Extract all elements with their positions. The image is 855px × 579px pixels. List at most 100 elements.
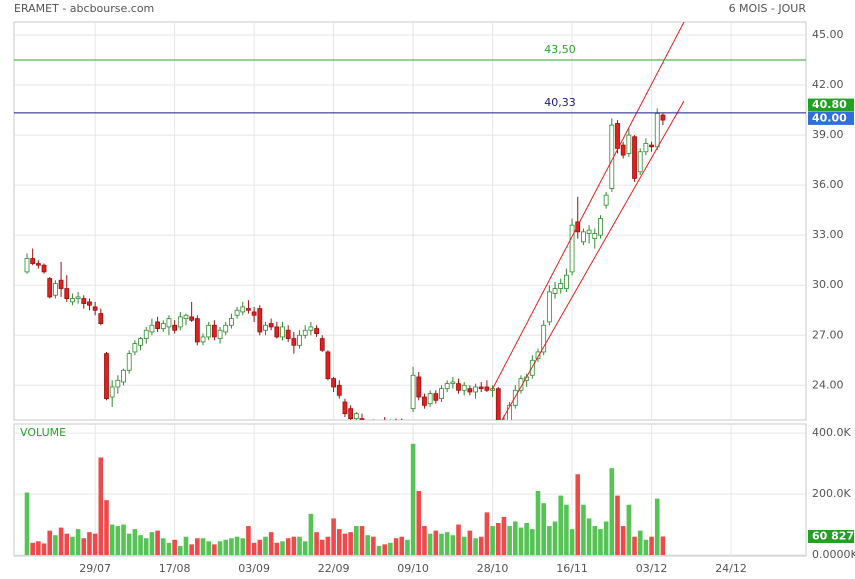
value-badge-label: 40.00 bbox=[812, 111, 847, 124]
volume-bar bbox=[388, 542, 393, 555]
volume-bar bbox=[30, 542, 35, 555]
volume-bar bbox=[530, 529, 535, 555]
volume-bar bbox=[359, 526, 365, 555]
candle-body bbox=[575, 221, 581, 233]
candle-body bbox=[206, 324, 212, 338]
y-tick-label: 200.0K bbox=[812, 487, 851, 500]
level-label: 40,33 bbox=[544, 96, 576, 109]
y-tick-label: 36.00 bbox=[812, 178, 844, 191]
candle-body bbox=[81, 298, 87, 304]
candle-body bbox=[143, 329, 149, 339]
volume-bar bbox=[371, 536, 376, 555]
volume-bar bbox=[473, 538, 478, 555]
candle-body bbox=[467, 388, 473, 393]
candle-body bbox=[546, 291, 552, 323]
candle-body bbox=[268, 323, 274, 328]
volume-bar bbox=[81, 538, 87, 555]
volume-bar bbox=[240, 538, 246, 555]
volume-bar bbox=[558, 495, 564, 555]
volume-bar bbox=[47, 530, 53, 555]
volume-bar bbox=[564, 504, 569, 555]
x-tick-label: 24/12 bbox=[715, 562, 747, 575]
volume-bar bbox=[535, 491, 541, 555]
candle-body bbox=[427, 393, 433, 405]
trend-line bbox=[491, 22, 685, 391]
candle-body bbox=[30, 258, 36, 264]
volume-bar bbox=[393, 538, 399, 555]
candle-body bbox=[507, 404, 513, 420]
volume-bar bbox=[212, 544, 217, 555]
candle-body bbox=[47, 278, 53, 298]
axes: 29/07 17/08 03/09 22/09 09/10 28/10 16/11 03/12… bbox=[14, 28, 855, 575]
candle-body bbox=[620, 144, 626, 156]
candle-body bbox=[149, 324, 155, 333]
volume-bar bbox=[183, 536, 189, 555]
volume-bar bbox=[291, 536, 297, 555]
volume-bar bbox=[365, 535, 370, 555]
price-pane bbox=[13, 21, 807, 421]
volume-bar bbox=[58, 527, 64, 555]
volume-bar bbox=[126, 533, 132, 555]
x-tick-label: 03/09 bbox=[238, 562, 270, 575]
y-tick-label: 45.00 bbox=[812, 28, 844, 41]
candle-body bbox=[473, 386, 478, 393]
y-tick-label: 33.00 bbox=[812, 228, 844, 241]
candle-body bbox=[581, 231, 586, 243]
candle-body bbox=[325, 351, 331, 380]
volume-bar bbox=[592, 526, 598, 555]
volume-bar bbox=[620, 526, 626, 555]
candle-body bbox=[194, 318, 200, 343]
volume-bar bbox=[495, 523, 501, 555]
header-title: ERAMET - abcbourse.com bbox=[14, 2, 154, 15]
volume-title: VOLUME bbox=[20, 426, 66, 439]
volume-bar bbox=[654, 498, 660, 555]
candle-body bbox=[331, 378, 337, 388]
volume-bar bbox=[217, 541, 223, 555]
trend-line bbox=[501, 100, 685, 420]
volume-bar bbox=[615, 495, 620, 555]
y-tick-label: 27.00 bbox=[812, 328, 844, 341]
volume-bar bbox=[484, 512, 490, 555]
candle-body bbox=[598, 218, 603, 236]
volume-bar bbox=[92, 533, 98, 555]
volume-bar bbox=[285, 538, 291, 555]
volume-bar bbox=[331, 518, 336, 555]
candle-body bbox=[450, 381, 456, 385]
volume-bar bbox=[314, 532, 319, 555]
trend-channel bbox=[491, 22, 685, 420]
candle-body bbox=[336, 384, 342, 396]
volume-bar bbox=[490, 526, 495, 555]
candle-body bbox=[484, 386, 490, 391]
volume-bar bbox=[64, 533, 70, 555]
candle-body bbox=[240, 306, 246, 313]
volume-bar bbox=[433, 530, 439, 555]
candle-body bbox=[569, 224, 575, 273]
volume-bar bbox=[297, 536, 302, 555]
volume-bar bbox=[405, 539, 410, 555]
candle-body bbox=[126, 353, 132, 371]
x-tick-label: 17/08 bbox=[159, 562, 191, 575]
candle-body bbox=[444, 383, 450, 390]
candle-body bbox=[291, 338, 297, 346]
y-tick-label: 400.0K bbox=[812, 426, 851, 439]
volume-bar bbox=[376, 545, 382, 555]
candle-body bbox=[92, 306, 98, 311]
volume-bar bbox=[427, 533, 433, 555]
volume-bar bbox=[382, 544, 388, 555]
volume-bar bbox=[166, 542, 172, 555]
volume-bar bbox=[450, 535, 456, 555]
volume-bar bbox=[229, 538, 234, 555]
candle-body bbox=[35, 263, 41, 266]
candle-body bbox=[70, 298, 75, 303]
candle-body bbox=[422, 396, 427, 406]
candle-body bbox=[535, 351, 541, 360]
volume-bar bbox=[524, 523, 529, 555]
volume-pane bbox=[13, 423, 807, 557]
candle-body bbox=[166, 318, 172, 328]
candle-body bbox=[246, 308, 251, 311]
volume-bar bbox=[109, 524, 115, 555]
volume-bar bbox=[172, 539, 177, 555]
volume-bar bbox=[274, 542, 280, 555]
volume-bar bbox=[121, 524, 126, 555]
